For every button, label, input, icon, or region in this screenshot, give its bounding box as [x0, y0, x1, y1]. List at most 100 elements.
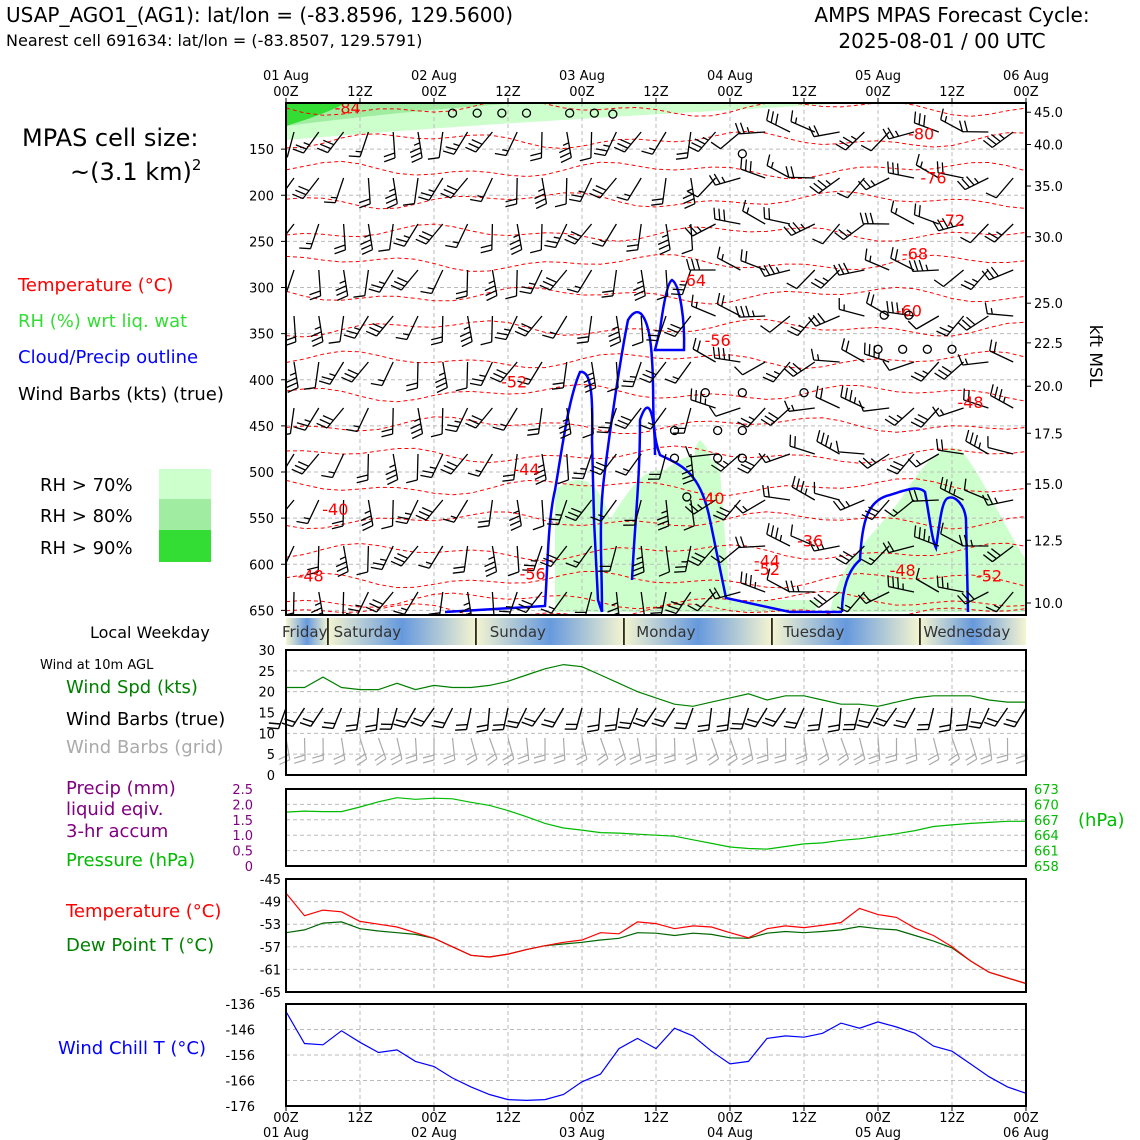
- wind-barb: [358, 177, 371, 209]
- wind-barb: [331, 499, 345, 530]
- wind-barb: [455, 361, 469, 392]
- surface-wind-barb: [872, 707, 898, 727]
- legend-wind-barbs: Wind Barbs (kts) (true): [18, 384, 224, 405]
- wind-barb: [985, 177, 1014, 199]
- cross-section-panel: -84-80-76-72-68-64-60-56-52-48-44-40-40-…: [249, 99, 1105, 619]
- wind-barb: [835, 545, 865, 565]
- wind-barb: [566, 269, 593, 293]
- wind-barb: [650, 591, 667, 615]
- wind-barb: [509, 223, 523, 256]
- pressure-tick-label: 667: [1034, 814, 1059, 829]
- wind-barb: [565, 545, 593, 568]
- legend-wind-spd: Wind Spd (kts): [66, 677, 198, 698]
- temperature-label: -52: [501, 373, 527, 392]
- wind-barb: [656, 269, 669, 301]
- wind-barb: [735, 305, 766, 318]
- wind-barb: [859, 212, 890, 225]
- grid-wind-barb: [663, 737, 676, 764]
- pressure-tick-label: 600: [249, 558, 274, 573]
- pressure-tick-label: 550: [249, 512, 274, 527]
- wind-barb: [502, 453, 518, 482]
- pressure-tick-label: 250: [249, 235, 274, 250]
- wind-barb: [467, 453, 493, 477]
- wind-barb: [936, 161, 964, 179]
- top-date-label: 05 Aug: [855, 69, 901, 84]
- rh-shading-3: [555, 455, 820, 612]
- rh-shading-0: [286, 103, 850, 140]
- wind-barb: [740, 571, 766, 593]
- wind-barb: [708, 173, 741, 186]
- panel-clip: -84-80-76-72-68-64-60-56-52-48-44-40-40-…: [286, 99, 1026, 615]
- wind-barb: [784, 361, 816, 377]
- pressure-tick-label: 450: [249, 420, 274, 435]
- wind-barb: [936, 315, 965, 337]
- y-tick-label: 5: [267, 748, 275, 763]
- wind-barb: [621, 361, 642, 388]
- legend-dewpoint: Dew Point T (°C): [66, 935, 214, 956]
- calm-marker: [737, 388, 747, 398]
- calm-marker: [521, 108, 532, 118]
- bottom-date-label: 01 Aug: [263, 1126, 309, 1140]
- grid-wind-barb: [885, 738, 898, 764]
- dewpoint-line: [285, 921, 1027, 985]
- surface-wind-barb: [762, 707, 787, 727]
- pressure-tick-label: 673: [1034, 783, 1059, 798]
- calm-marker: [669, 453, 680, 463]
- wind-barb: [591, 223, 617, 247]
- wind-barb: [983, 545, 1014, 563]
- calm-marker: [669, 425, 680, 436]
- wind-barb: [291, 453, 320, 475]
- wind-barb: [787, 315, 816, 337]
- wind-barb: [815, 385, 840, 409]
- wind-barb: [762, 361, 791, 383]
- wind-barb: [292, 177, 320, 200]
- pressure-tick-label: 300: [249, 282, 274, 297]
- rh90-swatch: [159, 530, 211, 562]
- wind-barb: [613, 131, 642, 153]
- wind-barb: [985, 591, 1014, 613]
- rh80-swatch: [159, 499, 211, 530]
- top-date-label: 01 Aug: [263, 69, 309, 84]
- pressure-tick-label: 150: [249, 143, 274, 158]
- wind-barb: [530, 131, 543, 162]
- legend-local-weekday: Local Weekday: [90, 623, 210, 642]
- calm-marker: [700, 388, 710, 398]
- grid-wind-barb: [533, 738, 546, 764]
- legend-windchill: Wind Chill T (°C): [58, 1038, 206, 1059]
- wind-barb: [368, 269, 394, 293]
- legend-pressure: Pressure (hPa): [66, 850, 195, 871]
- calm-marker: [737, 149, 747, 159]
- kft-tick-label: 45.0: [1034, 106, 1063, 121]
- wind-barb: [452, 545, 469, 574]
- wind-barb: [808, 125, 840, 138]
- weekday-band: [771, 618, 920, 645]
- kft-tick-label: 10.0: [1034, 597, 1063, 612]
- wind-barb: [335, 269, 349, 301]
- y-tick-label: 1.5: [232, 814, 253, 829]
- wind-barb: [984, 302, 1014, 317]
- wind-barb: [940, 522, 964, 547]
- wind-barb: [505, 177, 518, 208]
- top-hour-label: 00Z: [273, 85, 299, 100]
- wind-barb: [861, 499, 890, 521]
- temperature-label: -84: [335, 99, 361, 118]
- wind-barb: [480, 315, 494, 346]
- wind-barb: [365, 591, 394, 613]
- y-tick-label: -176: [225, 1100, 255, 1115]
- wind-barb: [766, 522, 791, 547]
- wind-barb: [734, 122, 766, 135]
- wind-barb: [934, 361, 965, 380]
- kft-tick-label: 35.0: [1034, 180, 1063, 195]
- wind-barb: [393, 223, 419, 247]
- wind-barb: [430, 315, 444, 346]
- bottom-hour-label: 12Z: [643, 1111, 669, 1126]
- wind-barb: [785, 166, 815, 179]
- weekday-band: [327, 618, 476, 645]
- top-date-label: 06 Aug: [1003, 69, 1049, 84]
- wind-barb: [343, 315, 369, 339]
- wind-barb: [758, 452, 791, 464]
- calm-marker: [589, 108, 599, 118]
- temperature-contour: [286, 542, 1026, 562]
- wind-barb: [671, 269, 692, 296]
- bottom-hour-label: 00Z: [865, 1111, 891, 1126]
